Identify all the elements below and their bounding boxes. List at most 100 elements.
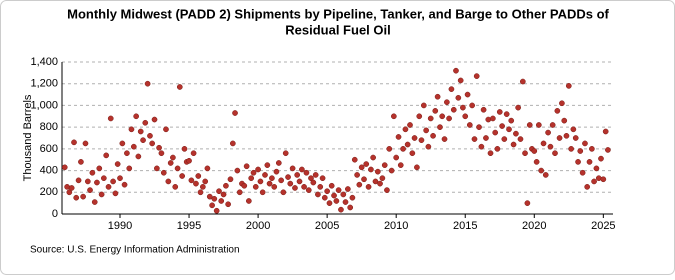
point [450,106,457,113]
point [105,184,112,190]
point [142,119,149,126]
point [96,165,103,172]
point [299,166,305,173]
point [374,168,381,175]
point [73,194,80,201]
x-tick-label: 1990 [108,220,132,232]
point [218,198,225,204]
point [310,179,317,186]
point [176,84,183,90]
point [121,181,128,188]
y-tick-label: 1,000 [30,99,58,111]
point [351,156,358,163]
point [407,122,413,128]
point [515,104,521,111]
point [66,189,73,196]
point [483,135,489,141]
point [531,148,538,154]
point [68,185,75,191]
point [117,175,123,182]
point [568,146,575,152]
point [112,190,119,197]
point [236,189,243,196]
point [107,115,114,122]
point [411,135,418,141]
point [570,126,577,133]
point [496,109,503,115]
point [80,193,86,200]
point [317,184,324,190]
point [225,201,231,208]
point [264,162,271,168]
point [319,175,326,182]
x-tick-label: 1995 [177,220,201,232]
point [591,178,597,185]
point [499,123,505,129]
x-tick-label: 2010 [384,220,408,232]
point [119,140,126,147]
point [356,181,363,188]
point [245,198,252,204]
point [285,174,291,180]
point [409,150,416,157]
point [559,100,565,107]
point [335,187,342,193]
y-tick-label: 0 [52,208,58,220]
point [545,129,551,136]
point [563,132,570,139]
point [432,108,439,114]
point [462,113,469,120]
y-tick-label: 600 [40,143,58,155]
point [437,124,443,130]
point [540,140,547,147]
point [126,165,133,172]
point [455,94,462,101]
point [158,150,165,157]
point [466,122,473,128]
point [582,140,588,147]
y-tick-label: 1,400 [30,56,58,68]
point [89,169,96,176]
point [556,135,563,141]
point [160,169,167,176]
point [188,177,195,184]
point [464,91,471,98]
point [271,184,278,190]
point [579,169,586,176]
point [490,115,496,122]
point [174,165,181,172]
point [605,147,611,153]
point [144,80,151,87]
point [241,182,248,189]
point [114,161,121,167]
point [510,141,517,148]
y-tick-label: 1,200 [30,78,58,90]
point [361,176,367,183]
point [561,117,568,124]
point [372,178,379,185]
point [331,192,337,199]
point [469,102,475,109]
point [377,180,383,187]
x-tick-label: 2025 [591,220,615,232]
point [250,169,257,176]
point [600,176,607,183]
point [315,191,321,198]
point [358,164,365,171]
point [140,137,146,144]
point [147,132,153,139]
point [312,172,319,178]
point [220,191,227,198]
point [538,167,545,174]
point [549,122,556,128]
point [167,160,174,166]
point [278,177,285,184]
point [381,162,388,168]
point [303,169,310,176]
point [190,150,197,157]
point [75,177,82,184]
point [333,198,340,204]
point [82,140,89,147]
point [227,176,234,183]
point [257,178,264,185]
